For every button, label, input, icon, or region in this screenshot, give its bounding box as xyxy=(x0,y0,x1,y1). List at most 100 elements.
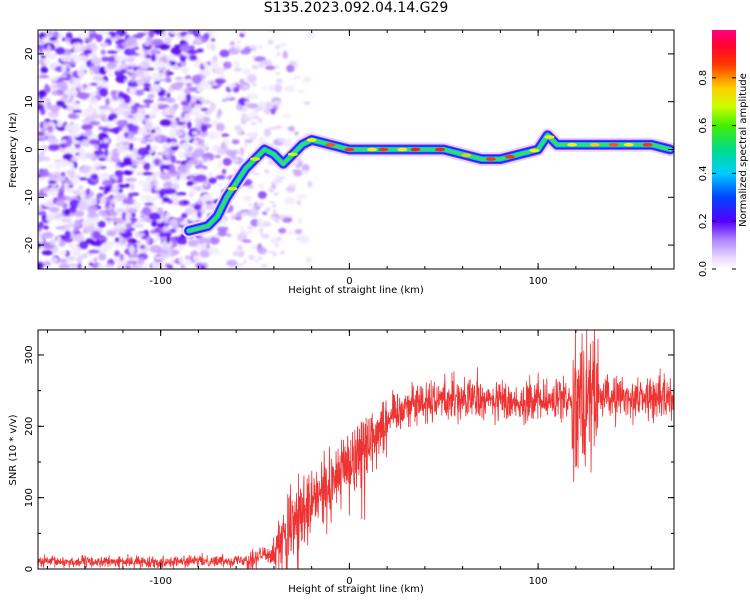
noise-speck xyxy=(140,218,147,223)
noise-speck xyxy=(38,77,42,83)
noise-speck xyxy=(178,151,185,159)
noise-speck xyxy=(46,77,59,82)
noise-speck xyxy=(109,211,118,217)
noise-speck xyxy=(45,30,55,37)
noise-speck xyxy=(108,113,118,120)
ridge-hotspot xyxy=(287,152,298,157)
noise-speck xyxy=(230,214,236,220)
noise-speck xyxy=(78,240,89,250)
noise-speck xyxy=(170,173,180,177)
noise-speck xyxy=(38,104,45,111)
noise-speck xyxy=(139,244,146,249)
noise-speck xyxy=(115,55,126,62)
noise-speck xyxy=(98,209,108,216)
noise-speck xyxy=(244,139,254,143)
noise-speck xyxy=(204,143,210,149)
noise-speck xyxy=(48,197,53,204)
noise-speck xyxy=(144,202,155,206)
noise-speck xyxy=(131,107,136,115)
noise-speck xyxy=(83,107,94,117)
noise-speck xyxy=(115,134,125,143)
noise-speck xyxy=(147,93,155,99)
noise-speck xyxy=(53,61,61,66)
noise-speck xyxy=(81,253,88,259)
noise-speck xyxy=(148,212,161,221)
noise-speck xyxy=(115,180,124,184)
noise-speck xyxy=(235,211,242,219)
noise-speck xyxy=(189,45,195,51)
ridge-hotspot xyxy=(642,142,653,147)
noise-speck xyxy=(168,218,178,226)
noise-speck xyxy=(206,42,216,51)
noise-speck xyxy=(101,56,111,62)
spectrogram-x-axis-label: Height of straight line (km) xyxy=(288,285,424,296)
noise-speck xyxy=(38,210,47,216)
noise-speck xyxy=(97,237,108,241)
noise-speck xyxy=(100,196,107,205)
noise-speck xyxy=(103,138,110,144)
noise-speck xyxy=(133,223,145,228)
noise-speck xyxy=(190,96,197,104)
noise-speck xyxy=(243,260,247,264)
noise-speck xyxy=(248,203,253,206)
noise-speck xyxy=(156,134,162,143)
noise-speck xyxy=(302,76,313,83)
noise-speck xyxy=(173,175,178,185)
noise-speck xyxy=(273,192,279,196)
noise-speck xyxy=(282,50,288,59)
noise-speck xyxy=(76,55,89,62)
noise-speck xyxy=(280,250,285,255)
noise-speck xyxy=(76,111,82,117)
noise-speck xyxy=(93,143,100,150)
noise-speck xyxy=(60,54,72,63)
noise-speck xyxy=(117,175,124,182)
noise-speck xyxy=(167,87,174,93)
noise-speck xyxy=(217,108,222,117)
noise-speck xyxy=(158,60,164,67)
noise-speck xyxy=(123,130,129,139)
noise-speck xyxy=(134,51,147,58)
noise-speck xyxy=(249,45,257,50)
noise-speck xyxy=(260,264,269,268)
noise-speck xyxy=(165,97,176,104)
noise-speck xyxy=(242,195,253,202)
noise-speck xyxy=(276,43,288,47)
noise-speck xyxy=(116,207,126,215)
noise-speck xyxy=(179,55,187,60)
noise-speck xyxy=(217,160,222,169)
noise-speck xyxy=(151,144,158,152)
noise-speck xyxy=(162,240,173,249)
noise-speck xyxy=(219,49,230,58)
ridge-hotspot xyxy=(529,148,540,153)
noise-speck xyxy=(134,148,139,155)
noise-speck xyxy=(208,177,217,184)
noise-speck xyxy=(246,103,259,109)
noise-speck xyxy=(115,107,126,116)
colorbar-tick-label: 0.6 xyxy=(698,118,709,134)
noise-speck xyxy=(192,103,205,110)
noise-speck xyxy=(151,203,157,212)
ridge-hotspot xyxy=(250,157,261,161)
noise-speck xyxy=(171,249,180,255)
noise-speck xyxy=(145,54,152,59)
noise-speck xyxy=(175,130,184,137)
noise-speck xyxy=(55,46,66,55)
noise-speck xyxy=(125,212,131,222)
spectrogram-y-tick-label: 0 xyxy=(24,146,35,152)
noise-speck xyxy=(289,60,297,65)
noise-speck xyxy=(207,246,219,255)
ridge-hotspot xyxy=(397,147,408,152)
noise-speck xyxy=(298,216,303,225)
noise-speck xyxy=(126,117,135,123)
noise-speck xyxy=(108,127,120,133)
noise-speck xyxy=(81,123,93,131)
noise-speck xyxy=(108,72,114,77)
noise-speck xyxy=(135,217,143,224)
noise-speck xyxy=(216,226,229,232)
noise-speck xyxy=(115,164,120,169)
noise-speck xyxy=(185,82,193,87)
noise-speck xyxy=(148,30,155,38)
noise-speck xyxy=(114,170,124,177)
noise-speck xyxy=(151,263,162,269)
noise-speck xyxy=(153,180,159,186)
